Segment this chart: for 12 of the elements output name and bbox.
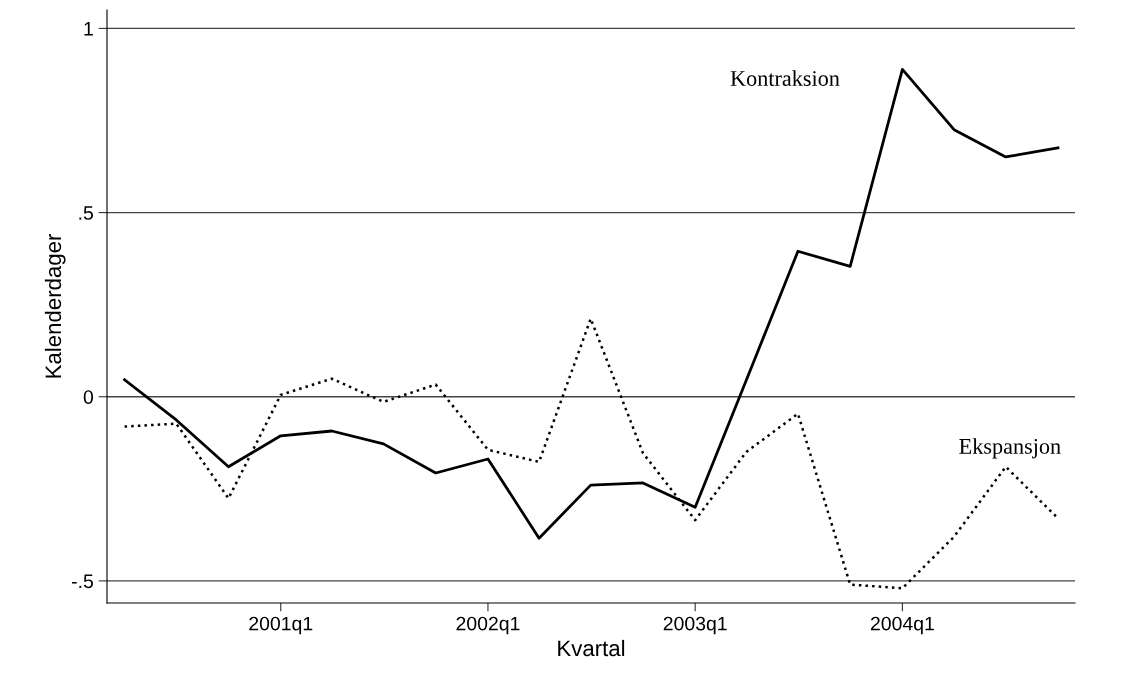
y-tick-label: 0	[83, 390, 94, 404]
y-tick-label: -.5	[71, 574, 93, 589]
x-axis-title: Kvartal	[558, 639, 625, 657]
y-axis-title: Kalenderdager	[44, 233, 66, 378]
x-tick-label: 2003q1	[663, 616, 727, 635]
x-tick-label: 2002q1	[456, 616, 520, 635]
text: Kontraksion	[730, 70, 840, 86]
series-label: Ekspansjon	[959, 438, 1061, 459]
x-tick-label: 2004q1	[870, 616, 934, 635]
y-tick-label: 1	[84, 22, 93, 36]
y-tick-label: .5	[79, 206, 93, 220]
x-tick-label: 2001q1	[249, 616, 313, 635]
